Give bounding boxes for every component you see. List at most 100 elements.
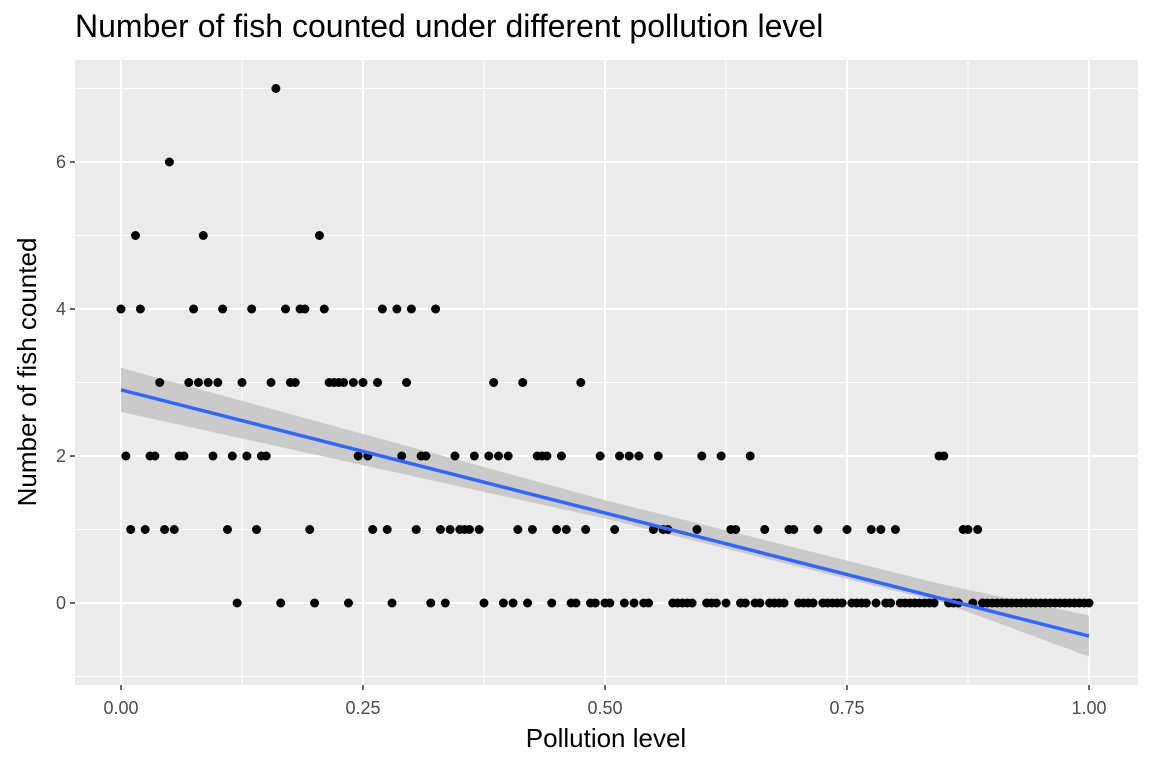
data-point <box>629 598 639 608</box>
data-point <box>261 451 271 461</box>
data-point <box>343 598 353 608</box>
data-point <box>513 525 523 534</box>
data-point <box>523 598 533 608</box>
data-point <box>222 525 232 534</box>
data-point <box>610 525 620 534</box>
data-point <box>271 84 281 93</box>
data-point <box>276 598 286 608</box>
data-point <box>421 451 431 461</box>
data-point <box>387 598 397 608</box>
data-point <box>247 304 257 314</box>
data-point <box>242 451 252 461</box>
data-point <box>963 525 973 534</box>
y-axis-label: Number of fish counted <box>12 238 42 507</box>
data-point <box>789 525 799 534</box>
data-point <box>164 157 174 167</box>
data-point <box>634 451 644 461</box>
data-point <box>687 598 697 608</box>
y-tick-label: 2 <box>56 446 66 466</box>
data-point <box>281 304 291 314</box>
x-tick-label: 0.50 <box>587 698 622 718</box>
data-point <box>552 525 562 534</box>
data-point <box>692 525 702 534</box>
plot-panel <box>75 60 1138 685</box>
data-point <box>644 598 654 608</box>
data-point <box>450 451 460 461</box>
data-point <box>140 525 150 534</box>
y-tick-label: 6 <box>56 152 66 172</box>
data-point <box>435 525 445 534</box>
data-point <box>939 451 949 461</box>
data-point <box>503 451 513 461</box>
data-point <box>155 378 165 387</box>
data-point <box>518 378 528 387</box>
data-point <box>886 598 896 608</box>
data-point <box>813 525 823 534</box>
data-point <box>731 525 741 534</box>
data-point <box>305 525 315 534</box>
data-point <box>218 304 228 314</box>
x-tick-label: 1.00 <box>1071 698 1106 718</box>
data-point <box>542 451 552 461</box>
data-point <box>232 598 242 608</box>
data-point <box>184 378 194 387</box>
data-point <box>358 378 368 387</box>
data-point <box>252 525 262 534</box>
data-point <box>547 598 557 608</box>
data-point <box>716 451 726 461</box>
data-point <box>556 451 566 461</box>
chart-title: Number of fish counted under different p… <box>75 8 824 44</box>
data-point <box>198 231 208 240</box>
x-tick-label: 0.75 <box>829 698 864 718</box>
data-point <box>721 598 731 608</box>
data-point <box>876 525 886 534</box>
data-point <box>160 525 170 534</box>
data-point <box>392 304 402 314</box>
data-point <box>871 598 881 608</box>
data-point <box>348 378 358 387</box>
x-axis-label: Pollution level <box>526 723 686 753</box>
regression-line <box>120 388 1090 638</box>
data-point <box>605 598 615 608</box>
data-point <box>697 451 707 461</box>
data-point <box>208 451 218 461</box>
y-tick-label: 0 <box>56 593 66 613</box>
data-point <box>319 304 329 314</box>
data-point <box>745 451 755 461</box>
data-point <box>353 451 363 461</box>
data-point <box>590 598 600 608</box>
data-point <box>116 304 126 314</box>
data-point <box>474 525 484 534</box>
data-point <box>561 525 571 534</box>
data-point <box>266 378 276 387</box>
data-point <box>479 598 489 608</box>
data-point <box>300 304 310 314</box>
data-point <box>189 304 199 314</box>
data-point <box>382 525 392 534</box>
data-point <box>213 378 223 387</box>
data-point <box>837 598 847 608</box>
data-point <box>494 451 504 461</box>
data-point <box>808 598 818 608</box>
data-point <box>498 598 508 608</box>
data-point <box>169 525 179 534</box>
data-point <box>711 598 721 608</box>
data-point <box>861 598 871 608</box>
data-point <box>121 451 131 461</box>
y-tick-label: 4 <box>56 299 66 319</box>
data-point <box>411 525 421 534</box>
data-point <box>131 231 141 240</box>
data-point <box>973 525 983 534</box>
data-point <box>740 598 750 608</box>
data-point <box>890 525 900 534</box>
data-point <box>150 451 160 461</box>
x-axis-ticks: 0.00 0.25 0.50 0.75 1.00 <box>103 685 1107 718</box>
data-point <box>615 451 625 461</box>
data-point <box>929 598 939 608</box>
data-point <box>402 378 412 387</box>
data-point <box>595 451 605 461</box>
data-point <box>135 304 145 314</box>
data-point <box>314 231 324 240</box>
data-point <box>508 598 518 608</box>
